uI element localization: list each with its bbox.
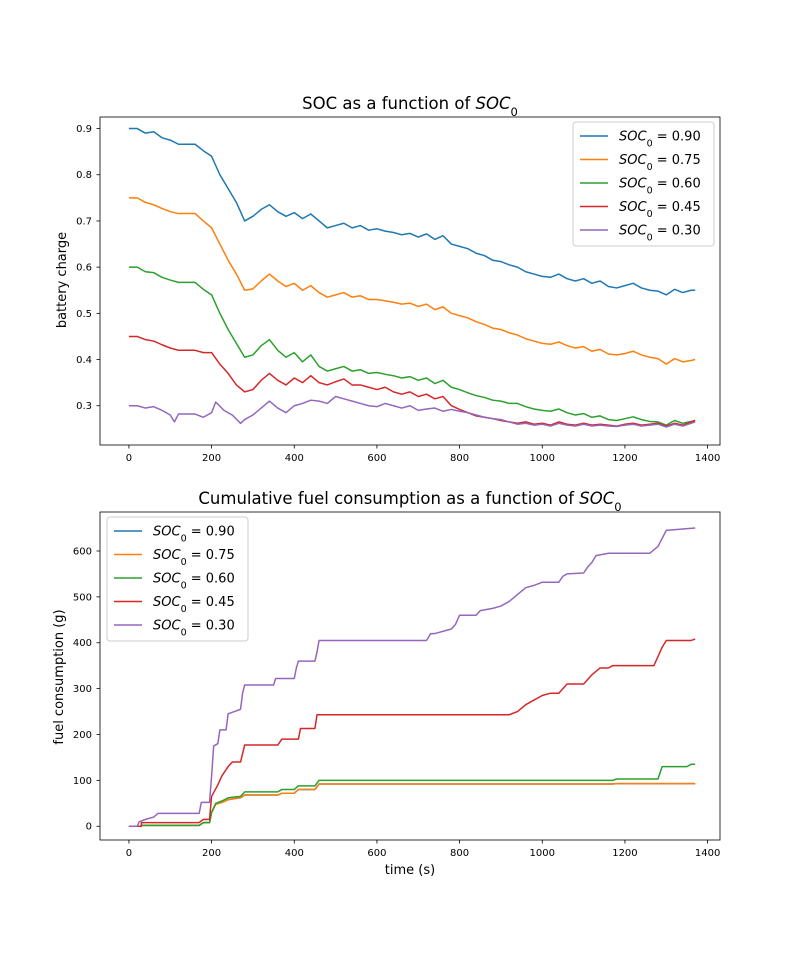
- soc-chart-legend-label-1: SOC0 = 0.75: [619, 153, 701, 173]
- soc-chart-legend-label-3: SOC0 = 0.45: [619, 200, 701, 220]
- fuel-chart-series-line-3: [128, 638, 696, 827]
- fuel-chart-xtick-label: 800: [450, 848, 469, 859]
- fuel-chart-xtick-label: 1200: [612, 848, 637, 859]
- fuel-chart-legend-label-2: SOC0 = 0.60: [153, 572, 235, 592]
- soc-chart-series-line-0: [128, 127, 696, 296]
- fuel-chart-ytick-label: 400: [73, 638, 92, 649]
- fuel-chart-xtick-label: 400: [285, 848, 304, 859]
- soc-chart-xtick-label: 800: [450, 453, 469, 464]
- fuel-chart-xtick-label: 600: [367, 848, 386, 859]
- fuel-chart: Cumulative fuel consumption as a functio…: [52, 489, 721, 878]
- fuel-chart-series-line-2: [128, 763, 696, 827]
- fuel-chart-ytick-label: 100: [73, 776, 92, 787]
- soc-chart-ylabel: battery charge: [55, 232, 70, 328]
- soc-chart-series-line-1: [128, 197, 696, 365]
- fuel-chart-axes-frame: [99, 511, 721, 841]
- soc-chart-plot-area: 0 200 400 600 800 1000 1200 1400 0.3 0.4 0.5 0.6 0.7…: [76, 116, 721, 464]
- fuel-chart-xlabel: time (s): [385, 863, 435, 878]
- soc-chart-xtick-label: 1000: [530, 453, 555, 464]
- soc-chart-series-line-2: [128, 266, 696, 426]
- soc-chart-legend-box: [572, 121, 715, 247]
- fuel-chart-xtick-label: 1000: [530, 848, 555, 859]
- fuel-chart-legend-label-4: SOC0 = 0.30: [153, 619, 235, 639]
- fuel-chart-xtick-label: 0: [126, 848, 132, 859]
- fuel-chart-ytick-label: 300: [73, 684, 92, 695]
- soc-chart-ytick-label: 0.8: [76, 170, 92, 181]
- soc-chart-xtick-label: 600: [367, 453, 386, 464]
- fuel-chart-series-group: [128, 527, 696, 827]
- fuel-chart-xtick-label: 1400: [695, 848, 720, 859]
- fuel-chart-title: Cumulative fuel consumption as a functio…: [198, 489, 621, 514]
- fuel-chart-legend-box: [106, 516, 249, 642]
- soc-chart-legend-label-2: SOC0 = 0.60: [619, 177, 701, 197]
- fuel-chart-xtick-label: 200: [202, 848, 221, 859]
- soc-chart-legend-label-0: SOC0 = 0.90: [619, 130, 701, 150]
- soc-chart-series-group: [128, 127, 696, 428]
- soc-chart-title: SOC as a function of SOC0: [302, 94, 518, 119]
- fuel-chart-legend-label-3: SOC0 = 0.45: [153, 595, 235, 615]
- soc-chart-ytick-label: 0.6: [76, 263, 92, 274]
- soc-chart: SOC as a function of SOC0 battery charge…: [55, 94, 721, 464]
- soc-chart-ytick-label: 0.4: [76, 355, 92, 366]
- soc-chart-xtick-label: 1200: [612, 453, 637, 464]
- fuel-chart-ytick-label: 600: [73, 546, 92, 557]
- fuel-chart-plot-area: 0 200 400 600 800 1000 1200 1400 0 100 200 300 400 50…: [73, 511, 721, 859]
- soc-chart-ytick-label: 0.9: [76, 124, 92, 135]
- fuel-chart-ytick-label: 500: [73, 592, 92, 603]
- soc-chart-legend-label-4: SOC0 = 0.30: [619, 224, 701, 244]
- fuel-chart-legend: SOC0 = 0.90 SOC0 = 0.75 SOC0 = 0.60 SOC0 = …: [106, 516, 249, 642]
- soc-chart-xtick-label: 200: [202, 453, 221, 464]
- soc-chart-ytick-label: 0.3: [76, 401, 92, 412]
- fuel-chart-ytick-label: 200: [73, 730, 92, 741]
- fuel-chart-ylabel: fuel consumption (g): [52, 609, 67, 744]
- soc-chart-legend: SOC0 = 0.90 SOC0 = 0.75 SOC0 = 0.60 SOC0 = …: [572, 121, 715, 247]
- fuel-chart-legend-label-0: SOC0 = 0.90: [153, 525, 235, 545]
- soc-chart-xtick-label: 1400: [695, 453, 720, 464]
- fuel-chart-series-line-4: [128, 527, 696, 827]
- soc-chart-axes-frame: [99, 116, 721, 446]
- soc-chart-xtick-label: 400: [285, 453, 304, 464]
- fuel-chart-ytick-label: 0: [86, 822, 92, 833]
- soc-chart-series-line-3: [128, 335, 696, 427]
- soc-chart-ytick-label: 0.5: [76, 309, 92, 320]
- soc-chart-ytick-label: 0.7: [76, 216, 92, 227]
- soc-chart-series-line-4: [128, 395, 696, 428]
- fuel-chart-legend-label-1: SOC0 = 0.75: [153, 548, 235, 568]
- soc-chart-xtick-label: 0: [126, 453, 132, 464]
